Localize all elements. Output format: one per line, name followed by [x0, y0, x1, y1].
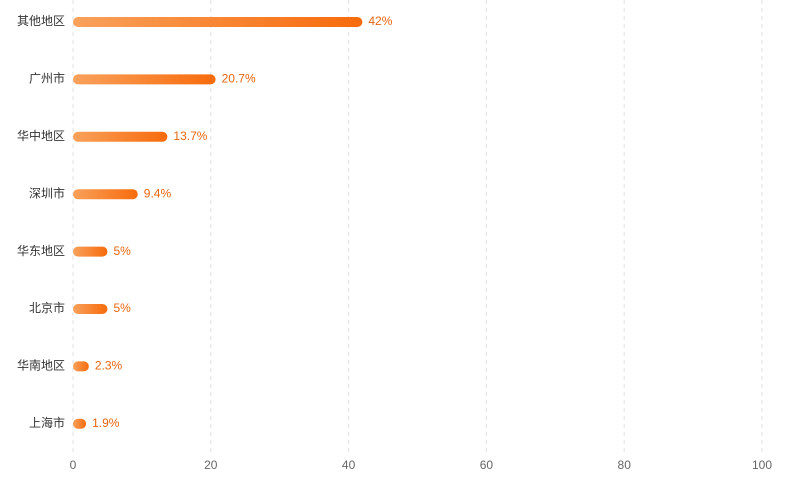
- x-tick-label: 40: [342, 458, 356, 472]
- bar: [73, 17, 363, 27]
- value-label: 13.7%: [173, 129, 207, 143]
- x-tick-label: 20: [204, 458, 218, 472]
- y-tick-label: 华东地区: [17, 244, 65, 258]
- value-label: 1.9%: [92, 416, 120, 430]
- value-label: 5%: [113, 244, 131, 258]
- x-tick-label: 100: [752, 458, 772, 472]
- y-tick-label: 广州市: [29, 71, 65, 86]
- bar: [73, 361, 89, 372]
- bar: [73, 304, 108, 314]
- y-tick-label: 深圳市: [29, 185, 65, 200]
- bar: [73, 74, 216, 85]
- value-label: 9.4%: [144, 186, 172, 200]
- y-tick-label: 华中地区: [17, 128, 65, 143]
- value-label: 20.7%: [222, 72, 256, 86]
- value-label: 42%: [368, 14, 392, 28]
- bar: [73, 131, 168, 142]
- value-label: 2.3%: [95, 359, 123, 373]
- y-tick-label: 华南地区: [17, 358, 65, 373]
- y-tick-label: 北京市: [29, 300, 65, 315]
- x-tick-label: 0: [70, 458, 77, 472]
- bar: [73, 246, 108, 257]
- x-tick-label: 80: [618, 458, 632, 472]
- y-tick-label: 上海市: [29, 415, 65, 430]
- x-tick-label: 60: [480, 458, 494, 472]
- bar: [73, 189, 138, 200]
- y-tick-label: 其他地区: [17, 14, 65, 28]
- value-label: 5%: [113, 301, 131, 315]
- bar: [73, 418, 87, 429]
